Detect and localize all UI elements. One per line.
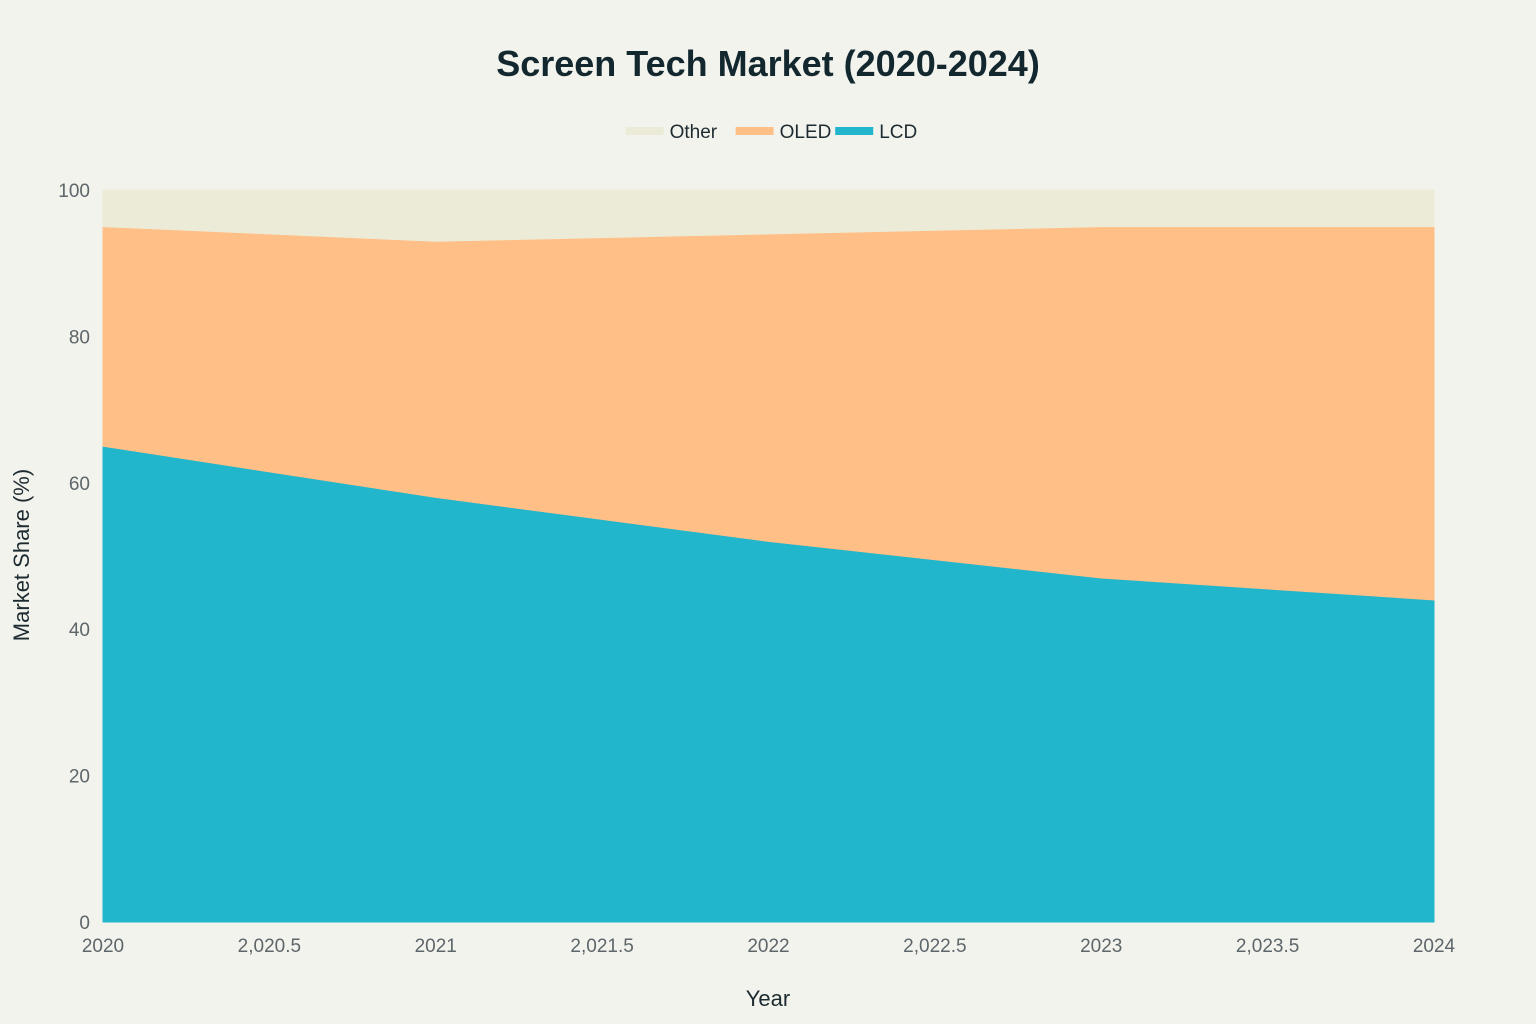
x-tick-label: 2020 xyxy=(82,936,124,957)
x-axis-ticks: 2020 2,020.5 2021 2,021.5 2022 2,022.5 2023 2,0… xyxy=(82,936,1456,957)
y-tick-label: 0 xyxy=(79,913,90,934)
x-tick-label: 2,022.5 xyxy=(903,936,966,957)
y-tick-label: 100 xyxy=(58,181,90,202)
x-tick-label: 2,023.5 xyxy=(1236,936,1299,957)
legend-label-lcd: LCD xyxy=(879,122,917,143)
y-axis-title: Market Share (%) xyxy=(9,469,34,641)
y-tick-label: 20 xyxy=(69,767,90,788)
legend-label-oled: OLED xyxy=(780,122,832,143)
x-tick-label: 2022 xyxy=(747,936,789,957)
legend-label-other: Other xyxy=(670,122,718,143)
legend-swatch-other xyxy=(625,127,664,135)
legend-item-oled[interactable]: OLED xyxy=(735,122,832,143)
x-tick-label: 2023 xyxy=(1080,936,1122,957)
legend-item-other[interactable]: Other xyxy=(625,122,718,143)
y-tick-label: 60 xyxy=(69,474,90,495)
y-axis-ticks: 0 20 40 60 80 100 xyxy=(58,181,90,934)
legend-item-lcd[interactable]: LCD xyxy=(835,122,917,143)
chart-title: Screen Tech Market (2020-2024) xyxy=(496,43,1040,84)
y-tick-label: 40 xyxy=(69,620,90,641)
y-tick-label: 80 xyxy=(69,327,90,348)
area-other xyxy=(102,189,1435,242)
plot-area xyxy=(102,189,1435,923)
x-axis-title: Year xyxy=(746,986,790,1011)
x-tick-label: 2021 xyxy=(415,936,457,957)
legend: Other OLED LCD xyxy=(625,122,917,143)
x-tick-label: 2,021.5 xyxy=(570,936,633,957)
x-tick-label: 2,020.5 xyxy=(238,936,301,957)
x-tick-label: 2024 xyxy=(1413,936,1456,957)
legend-swatch-lcd xyxy=(835,127,874,135)
legend-swatch-oled xyxy=(735,127,774,135)
